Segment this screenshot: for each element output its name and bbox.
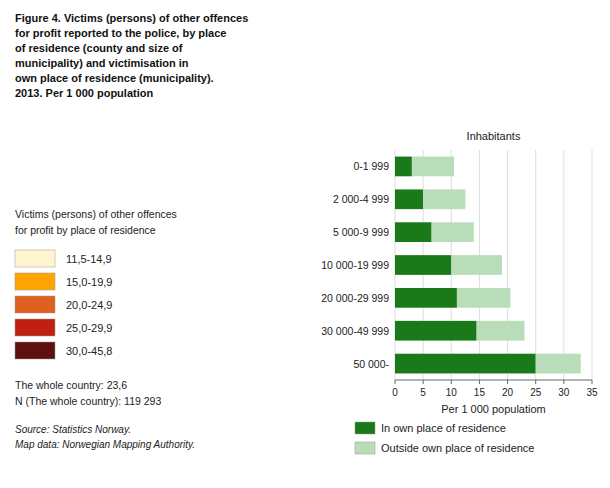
bar-segment xyxy=(395,222,432,242)
tick-label: 15 xyxy=(474,387,486,398)
source-note: Map data: Norwegian Mapping Authority. xyxy=(15,439,195,450)
map-legend-swatch xyxy=(15,250,55,267)
tick-label: 5 xyxy=(420,387,426,398)
title-line: own place of residence (municipality). xyxy=(15,72,214,84)
bar-segment xyxy=(395,189,423,209)
grid-line xyxy=(535,150,536,380)
tick-mark xyxy=(535,380,536,384)
map-legend-swatch xyxy=(15,319,55,336)
tick-mark xyxy=(423,380,424,384)
category-label: 5 000-9 999 xyxy=(333,226,389,238)
map-legend-label: 11,5-14,9 xyxy=(66,253,112,265)
tick-label: 30 xyxy=(558,387,570,398)
annotation: The whole country: 23,6 xyxy=(15,379,127,391)
chart: Figure 4. Victims (persons) of other off… xyxy=(0,0,610,488)
tick-mark xyxy=(507,380,508,384)
tick-mark xyxy=(395,380,396,384)
category-label: 50 000- xyxy=(353,358,389,370)
x-axis-line xyxy=(395,380,592,381)
bars xyxy=(395,157,581,374)
title-line: municipality) and victimisation in xyxy=(15,57,189,69)
annotation: for profit by place of residence xyxy=(15,224,156,236)
legend-label: In own place of residence xyxy=(381,422,506,434)
bar-segment xyxy=(432,222,474,242)
title: Figure 4. Victims (persons) of other off… xyxy=(15,12,248,99)
tick-mark xyxy=(592,380,593,384)
bar-segment xyxy=(395,255,451,275)
map-legend-swatch xyxy=(15,342,55,359)
bar-segment xyxy=(395,354,536,374)
legend-label: Outside own place of residence xyxy=(381,442,534,454)
bar-segment xyxy=(423,189,465,209)
tick-label: 0 xyxy=(392,387,398,398)
bar-segment xyxy=(536,354,581,374)
title-line: of residence (county and size of xyxy=(15,42,183,54)
grid-line xyxy=(592,150,593,380)
bar-segment xyxy=(477,321,525,341)
title-line: for profit reported to the police, by pl… xyxy=(15,27,226,39)
bar-segment xyxy=(451,255,502,275)
category-label: 30 000-49 999 xyxy=(321,325,389,337)
tick-label: 25 xyxy=(530,387,542,398)
bar-segment xyxy=(395,288,457,308)
tick-mark xyxy=(451,380,452,384)
map-legend-label: 15,0-19,9 xyxy=(66,276,112,288)
category-label: 2 000-4 999 xyxy=(333,193,389,205)
source-note: Source: Statistics Norway. xyxy=(15,424,131,435)
tick-label: 10 xyxy=(446,387,458,398)
tick-mark xyxy=(563,380,564,384)
annotation: Victims (persons) of other offences xyxy=(15,208,177,220)
tick-label: 20 xyxy=(502,387,514,398)
map-legend-label: 30,0-45,8 xyxy=(66,345,112,357)
tick-label: 35 xyxy=(586,387,598,398)
bar-segment xyxy=(395,321,477,341)
bar-segment xyxy=(457,288,510,308)
axis-label: Inhabitants xyxy=(467,130,521,142)
map-legend-swatch xyxy=(15,273,55,290)
map-legend-label: 25,0-29,9 xyxy=(66,322,112,334)
category-label: 10 000-19 999 xyxy=(321,259,389,271)
annotation: N (The whole country): 119 293 xyxy=(15,395,161,407)
grid-line xyxy=(563,150,564,380)
category-label: 0-1 999 xyxy=(353,160,389,172)
tick-mark xyxy=(479,380,480,384)
axis-label: Per 1 000 populatiom xyxy=(441,403,546,415)
map-legend-label: 20,0-24,9 xyxy=(66,299,112,311)
legend-swatch xyxy=(355,442,375,454)
map-legend-swatch xyxy=(15,296,55,313)
bar-segment xyxy=(412,157,454,177)
legend-swatch xyxy=(355,422,375,434)
title-line: Figure 4. Victims (persons) of other off… xyxy=(15,12,248,24)
bar-segment xyxy=(395,157,412,177)
title-line: 2013. Per 1 000 population xyxy=(15,87,153,99)
category-label: 20 000-29 999 xyxy=(321,292,389,304)
grid-line xyxy=(507,150,508,380)
